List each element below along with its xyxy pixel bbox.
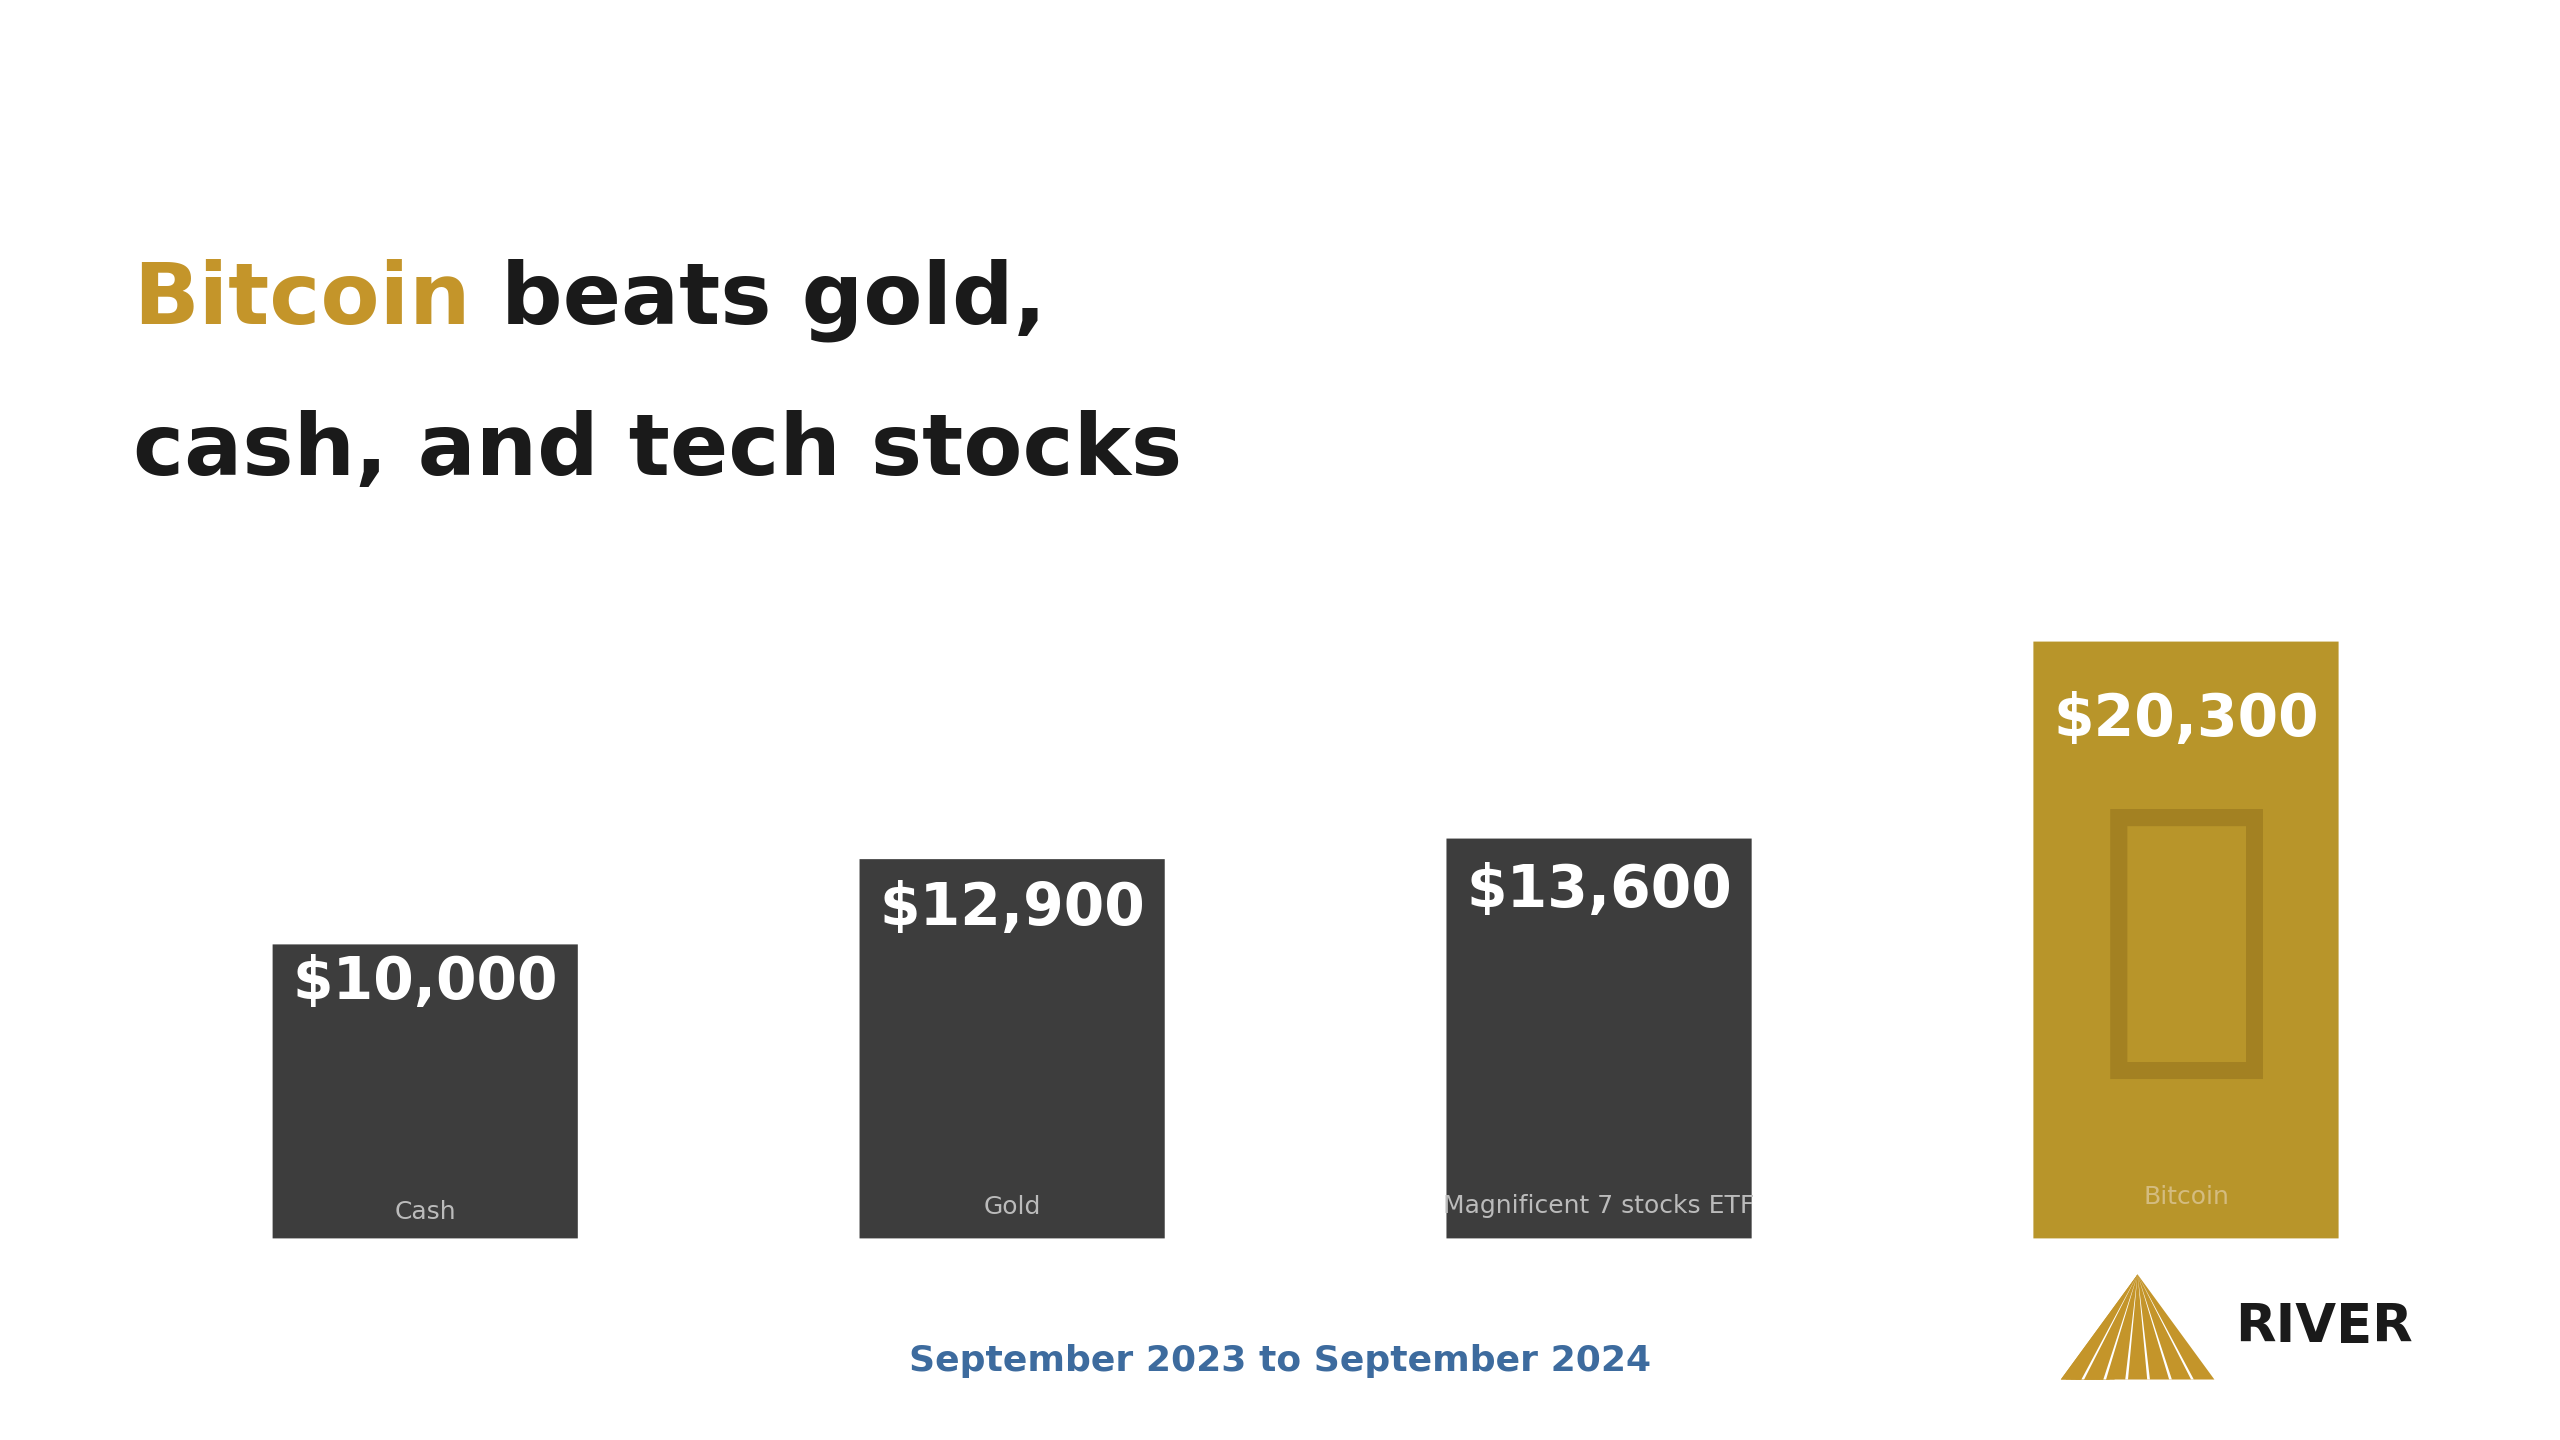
FancyBboxPatch shape: [1446, 838, 1751, 1238]
Text: beats gold,: beats gold,: [471, 259, 1047, 343]
Text: Cash: Cash: [394, 1200, 456, 1224]
Text: Bitcoin: Bitcoin: [2143, 1185, 2230, 1208]
Text: $12,900: $12,900: [878, 880, 1144, 937]
Text: $13,600: $13,600: [1467, 863, 1733, 919]
Text: RIVER: RIVER: [2235, 1300, 2412, 1354]
FancyBboxPatch shape: [2033, 642, 2340, 1238]
Text: September 2023 to September 2024: September 2023 to September 2024: [909, 1344, 1651, 1378]
Text: Bitcoin: Bitcoin: [133, 259, 471, 341]
Text: $20,300: $20,300: [2053, 691, 2319, 747]
FancyBboxPatch shape: [271, 945, 579, 1238]
FancyBboxPatch shape: [860, 860, 1165, 1238]
Text: Gold: Gold: [983, 1195, 1042, 1220]
Text: ₿: ₿: [2094, 792, 2278, 1089]
Text: Magnificent 7 stocks ETF: Magnificent 7 stocks ETF: [1444, 1194, 1754, 1218]
Text: $10,000: $10,000: [292, 955, 558, 1011]
Text: cash, and tech stocks: cash, and tech stocks: [133, 410, 1183, 492]
